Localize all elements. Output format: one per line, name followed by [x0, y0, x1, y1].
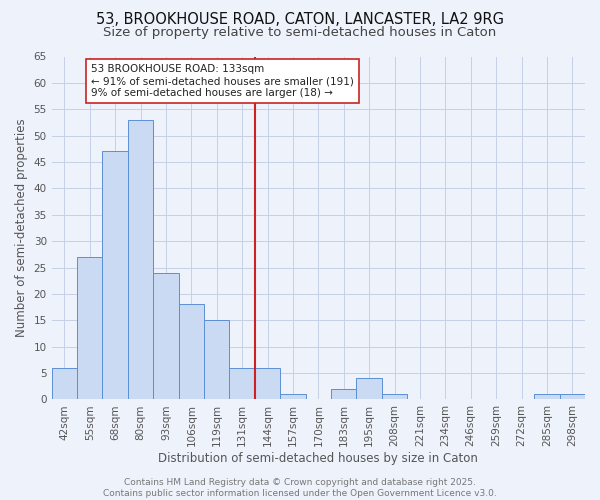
Text: Contains HM Land Registry data © Crown copyright and database right 2025.
Contai: Contains HM Land Registry data © Crown c… — [103, 478, 497, 498]
Bar — [534, 394, 560, 400]
Text: Size of property relative to semi-detached houses in Caton: Size of property relative to semi-detach… — [103, 26, 497, 39]
Bar — [356, 378, 382, 400]
X-axis label: Distribution of semi-detached houses by size in Caton: Distribution of semi-detached houses by … — [158, 452, 478, 465]
Bar — [280, 394, 305, 400]
Text: 53 BROOKHOUSE ROAD: 133sqm
← 91% of semi-detached houses are smaller (191)
9% of: 53 BROOKHOUSE ROAD: 133sqm ← 91% of semi… — [91, 64, 354, 98]
Bar — [204, 320, 229, 400]
Y-axis label: Number of semi-detached properties: Number of semi-detached properties — [15, 118, 28, 338]
Bar — [560, 394, 585, 400]
Bar — [229, 368, 255, 400]
Bar — [179, 304, 204, 400]
Bar — [331, 389, 356, 400]
Bar — [153, 273, 179, 400]
Bar — [128, 120, 153, 400]
Bar — [52, 368, 77, 400]
Text: 53, BROOKHOUSE ROAD, CATON, LANCASTER, LA2 9RG: 53, BROOKHOUSE ROAD, CATON, LANCASTER, L… — [96, 12, 504, 28]
Bar — [103, 152, 128, 400]
Bar — [382, 394, 407, 400]
Bar — [77, 257, 103, 400]
Bar — [255, 368, 280, 400]
